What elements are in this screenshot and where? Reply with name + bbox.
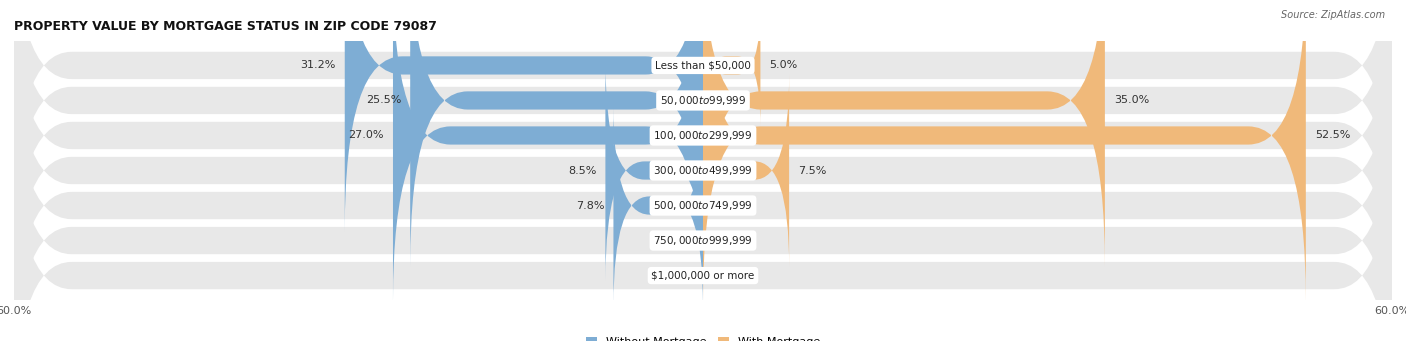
Text: Source: ZipAtlas.com: Source: ZipAtlas.com xyxy=(1281,10,1385,20)
Text: PROPERTY VALUE BY MORTGAGE STATUS IN ZIP CODE 79087: PROPERTY VALUE BY MORTGAGE STATUS IN ZIP… xyxy=(14,20,437,33)
FancyBboxPatch shape xyxy=(14,114,1392,341)
Text: 0.0%: 0.0% xyxy=(713,270,741,281)
Text: $1,000,000 or more: $1,000,000 or more xyxy=(651,270,755,281)
FancyBboxPatch shape xyxy=(703,75,789,266)
FancyBboxPatch shape xyxy=(14,44,1392,341)
FancyBboxPatch shape xyxy=(14,0,1392,262)
Text: 35.0%: 35.0% xyxy=(1114,95,1149,105)
Text: $300,000 to $499,999: $300,000 to $499,999 xyxy=(654,164,752,177)
FancyBboxPatch shape xyxy=(14,0,1392,297)
Text: 7.8%: 7.8% xyxy=(575,201,605,210)
Text: Less than $50,000: Less than $50,000 xyxy=(655,60,751,71)
Text: $50,000 to $99,999: $50,000 to $99,999 xyxy=(659,94,747,107)
Text: $100,000 to $299,999: $100,000 to $299,999 xyxy=(654,129,752,142)
Text: 0.0%: 0.0% xyxy=(713,236,741,246)
Text: 31.2%: 31.2% xyxy=(301,60,336,71)
Text: 25.5%: 25.5% xyxy=(366,95,401,105)
FancyBboxPatch shape xyxy=(703,0,1306,301)
FancyBboxPatch shape xyxy=(606,61,703,280)
FancyBboxPatch shape xyxy=(613,105,703,306)
FancyBboxPatch shape xyxy=(392,0,703,301)
FancyBboxPatch shape xyxy=(411,0,703,266)
Text: 27.0%: 27.0% xyxy=(349,131,384,140)
Text: $750,000 to $999,999: $750,000 to $999,999 xyxy=(654,234,752,247)
Legend: Without Mortgage, With Mortgage: Without Mortgage, With Mortgage xyxy=(582,332,824,341)
Text: 52.5%: 52.5% xyxy=(1315,131,1350,140)
FancyBboxPatch shape xyxy=(14,79,1392,341)
Text: 8.5%: 8.5% xyxy=(568,165,596,176)
Text: 7.5%: 7.5% xyxy=(799,165,827,176)
Text: 0.0%: 0.0% xyxy=(713,201,741,210)
Text: 5.0%: 5.0% xyxy=(769,60,797,71)
Text: 0.0%: 0.0% xyxy=(665,236,693,246)
FancyBboxPatch shape xyxy=(703,0,1105,266)
Text: 0.0%: 0.0% xyxy=(665,270,693,281)
FancyBboxPatch shape xyxy=(14,9,1392,332)
Text: $500,000 to $749,999: $500,000 to $749,999 xyxy=(654,199,752,212)
FancyBboxPatch shape xyxy=(344,0,703,232)
FancyBboxPatch shape xyxy=(703,4,761,127)
FancyBboxPatch shape xyxy=(14,0,1392,227)
